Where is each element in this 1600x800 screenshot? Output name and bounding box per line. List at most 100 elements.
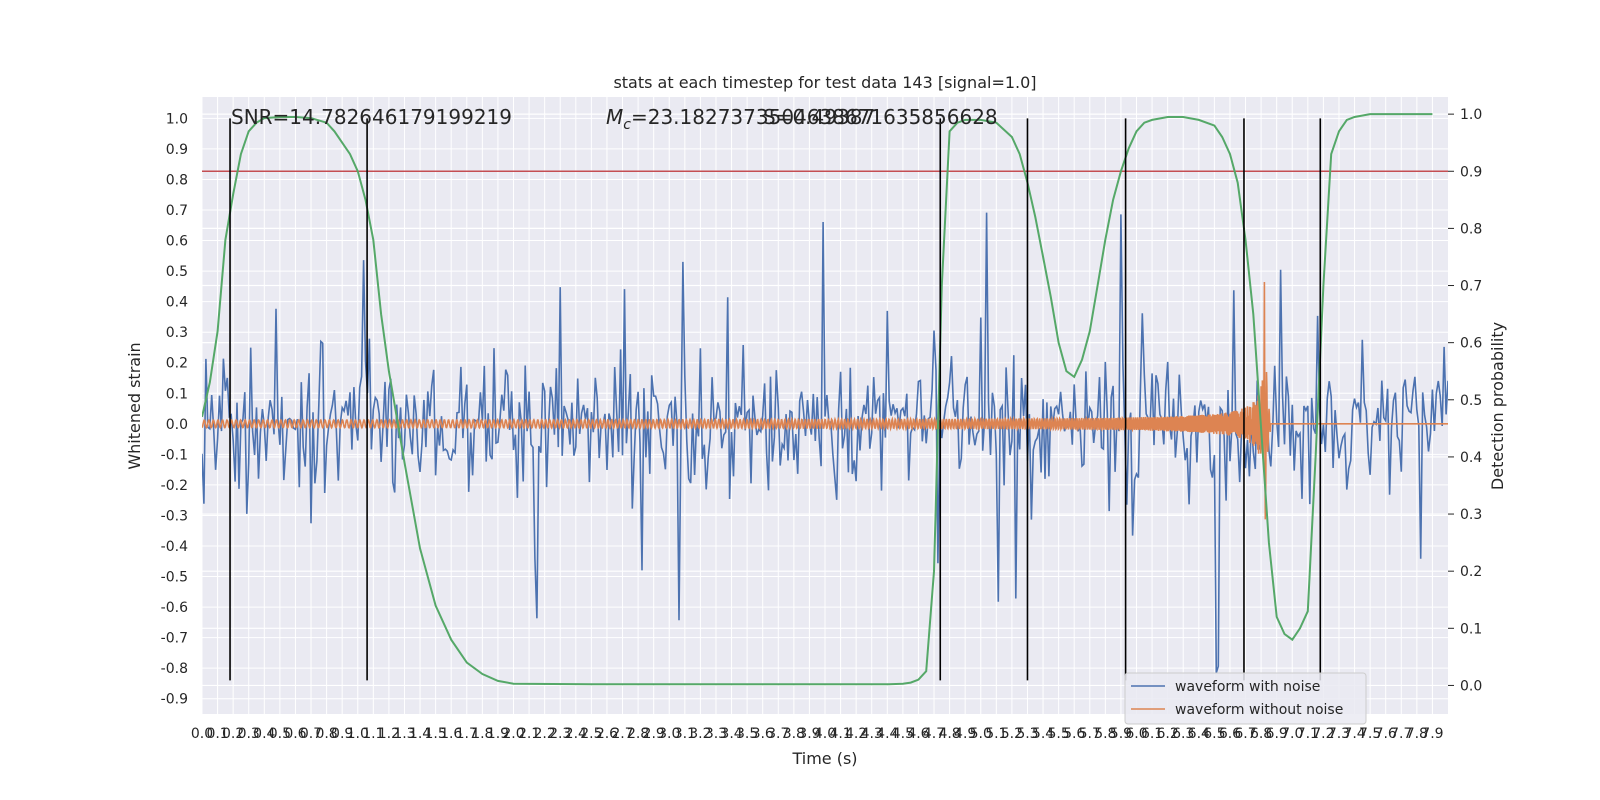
y-right-tick-label: 0.5 [1460,393,1482,409]
y-left-tick-label: 0.0 [166,417,188,433]
x-tick-label: 5.0 [970,726,992,742]
x-tick-label: 5.2 [1001,726,1023,742]
x-tick-label: 2.7 [611,726,633,742]
y-right-tick-label: 0.8 [1460,221,1482,237]
x-tick-label: 5.1 [985,726,1007,742]
legend-label-noise: waveform with noise [1175,679,1320,695]
legend: waveform with noise waveform without noi… [1124,672,1367,725]
snr-annotation: SNR=14.782646179199219 [231,105,512,129]
x-tick-label: 0.1 [206,726,228,742]
y-left-tick-label: -0.1 [161,447,188,463]
x-tick-label: 7.5 [1359,726,1381,742]
y-right-tick-labels: 1.0 0.9 0.8 0.7 0.6 0.5 0.4 0.3 0.2 0.1 0.0 [1460,107,1482,694]
x-tick-label: 5.5 [1047,726,1069,742]
x-tick-label: 1.5 [424,726,446,742]
x-tick-label: 5.4 [1032,726,1054,742]
x-tick-label: 4.9 [954,726,976,742]
legend-box [1124,672,1367,725]
x-tick-label: 3.2 [689,726,711,742]
x-tick-label: 3.3 [705,726,727,742]
x-tick-label: 0.3 [238,726,260,742]
x-tick-label: 4.5 [892,726,914,742]
x-tick-label: 1.9 [487,726,509,742]
y-right-tick-label: 0.7 [1460,279,1482,295]
x-tick-label: 0.6 [284,726,306,742]
x-axis-label: Time (s) [791,749,857,768]
x-tick-label: 7.1 [1297,726,1319,742]
x-tick-label: 0.4 [253,726,275,742]
y-right-axis-label: Detection probability [1488,322,1507,490]
x-tick-label: 6.2 [1157,726,1179,742]
x-tick-label: 1.0 [347,726,369,742]
x-tick-label: 6.0 [1125,726,1147,742]
x-tick-label: 4.7 [923,726,945,742]
y-right-tick-label: 0.1 [1460,621,1482,637]
x-tick-label: 2.3 [549,726,571,742]
y-left-tick-label: -0.3 [161,508,188,524]
x-tick-label: 2.5 [580,726,602,742]
x-tick-label: 7.6 [1375,726,1397,742]
x-tick-label: 3.7 [767,726,789,742]
x-tick-label: 3.1 [674,726,696,742]
y-left-tick-label: -0.9 [161,692,188,708]
x-tick-label: 5.8 [1094,726,1116,742]
y-left-tick-label: 0.5 [166,264,188,280]
x-tick-label: 6.8 [1250,726,1272,742]
x-tick-label: 3.9 [798,726,820,742]
x-tick-label: 6.9 [1266,726,1288,742]
x-tick-label: 0.9 [331,726,353,742]
x-tick-label: 7.8 [1406,726,1428,742]
y-right-tick-label: 0.3 [1460,507,1482,523]
overlap-annotation: S=0.49387 [763,105,875,129]
x-tick-label: 0.7 [300,726,322,742]
x-tick-label: 2.6 [596,726,618,742]
x-tick-label: 6.3 [1172,726,1194,742]
x-tick-label: 0.5 [269,726,291,742]
x-tick-label: 0.0 [191,726,213,742]
y-left-tick-label: 1.0 [166,111,188,127]
y-left-tick-label: 0.6 [166,234,188,250]
chirp-mass-annotation: Mc=23.1827373504638671635856628 [606,105,998,133]
y-left-tick-label: 0.3 [166,325,188,341]
x-tick-label: 5.7 [1079,726,1101,742]
x-tick-label: 4.6 [907,726,929,742]
y-left-tick-label: 0.9 [166,142,188,158]
x-tick-label: 1.3 [393,726,415,742]
y-left-axis-label: Whitened strain [125,342,144,469]
x-tick-label: 6.1 [1141,726,1163,742]
y-left-tick-label: 0.2 [166,356,188,372]
x-tick-label: 3.5 [736,726,758,742]
x-tick-label: 2.8 [627,726,649,742]
x-tick-label: 3.0 [658,726,680,742]
x-tick-label: 3.8 [783,726,805,742]
y-left-tick-label: -0.8 [161,661,188,677]
x-tick-label: 0.2 [222,726,244,742]
x-tick-label: 1.1 [362,726,384,742]
x-tick-label: 7.3 [1328,726,1350,742]
x-tick-label: 1.4 [409,726,431,742]
y-left-tick-label: -0.4 [161,539,188,555]
x-tick-label: 3.6 [752,726,774,742]
x-tick-labels: 0.00.10.20.30.40.50.60.70.80.91.01.11.21… [191,726,1444,742]
x-tick-label: 2.1 [518,726,540,742]
series-detection-probability [202,113,1433,686]
y-right-tick-label: 0.6 [1460,336,1482,352]
y-left-tick-label: -0.5 [161,570,188,586]
y-left-tick-label: 0.8 [166,172,188,188]
x-tick-label: 7.0 [1281,726,1303,742]
x-tick-label: 7.7 [1390,726,1412,742]
x-tick-label: 5.6 [1063,726,1085,742]
x-tick-label: 4.3 [861,726,883,742]
y-right-tick-label: 0.4 [1460,450,1482,466]
x-tick-label: 6.6 [1219,726,1241,742]
y-left-tick-label: -0.6 [161,600,188,616]
y-left-tick-label: -0.2 [161,478,188,494]
x-tick-label: 2.4 [565,726,587,742]
x-tick-label: 7.4 [1343,726,1365,742]
x-tick-label: 7.2 [1312,726,1334,742]
series-waveform-without-noise [202,281,1448,520]
x-tick-label: 4.8 [938,726,960,742]
y-right-tick-label: 0.0 [1460,678,1482,694]
x-tick-label: 4.2 [845,726,867,742]
y-right-tick-label: 0.2 [1460,564,1482,580]
